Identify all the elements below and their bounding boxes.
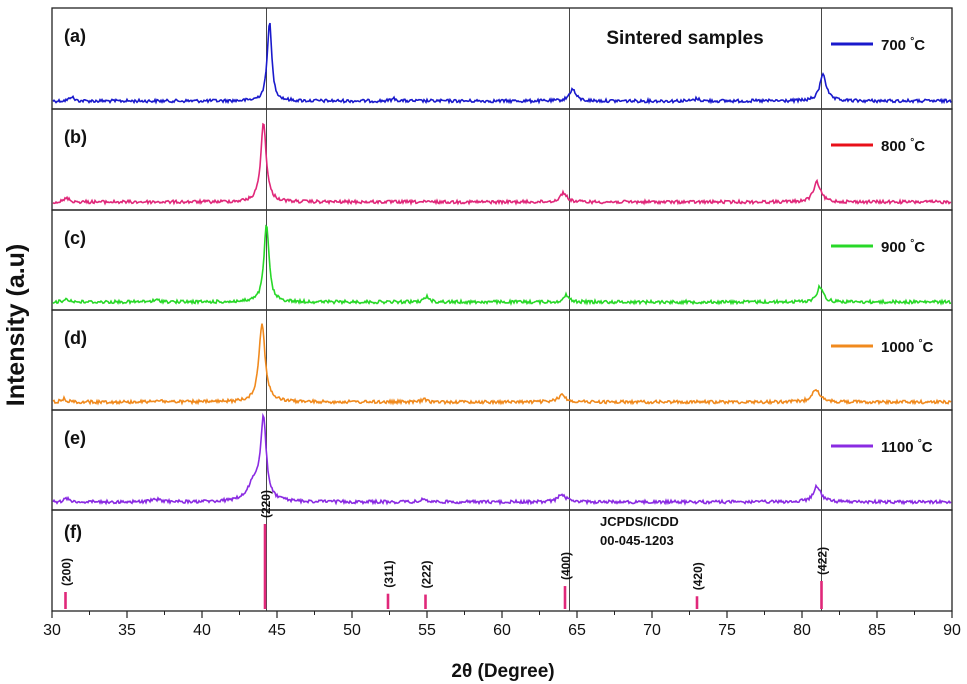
legend-unit-a: C (914, 37, 925, 54)
reference-lines (266, 8, 822, 611)
x-tick-label: 75 (718, 622, 736, 639)
legend-unit-c: C (914, 239, 925, 256)
x-tick-label: 70 (643, 622, 661, 639)
x-axis: 30 35 40 45 50 55 60 65 70 75 80 85 90 (43, 611, 961, 639)
reference-hkl-label: (200) (60, 558, 74, 586)
labels: (a) 700 °C(b) 800 °C(c) 900 °C(d) 1000 °C(e)… (60, 26, 934, 590)
panel-label-a: (a) (64, 26, 86, 46)
pattern-curve-b (52, 122, 952, 206)
y-axis-label: Intensity (a.u) (2, 244, 30, 407)
reference-title-line2: 00-045-1203 (600, 533, 674, 548)
legend-temp-d: 1000 (881, 339, 919, 356)
panel-frame (51, 7, 953, 110)
legend-label-d: 1000 °C (881, 338, 934, 356)
legend-label-c: 900 °C (881, 238, 925, 256)
pattern-curve-e (52, 412, 952, 506)
panel-label-b: (b) (64, 127, 87, 147)
panel-label-c: (c) (64, 228, 86, 248)
pattern-curves (52, 22, 952, 609)
x-tick-label: 60 (493, 622, 511, 639)
legend-temp-a: 700 (881, 37, 910, 54)
panel-label-f: (f) (64, 522, 82, 542)
legend-degree-e: ° (918, 438, 922, 449)
reference-hkl-label: (222) (420, 561, 434, 589)
x-tick-label: 30 (43, 622, 61, 639)
legend-temp-c: 900 (881, 239, 910, 256)
reference-hkl-label: (422) (816, 547, 830, 575)
legend-unit-e: C (922, 439, 933, 456)
pattern-curve-c (52, 224, 952, 306)
reference-hkl-label: (400) (559, 552, 573, 580)
legend-degree-b: ° (910, 137, 914, 148)
reference-hkl-label: (311) (382, 560, 396, 587)
x-tick-label: 35 (118, 622, 136, 639)
x-tick-label: 65 (568, 622, 586, 639)
x-tick-label: 90 (943, 622, 961, 639)
reference-title-line1: JCPDS/ICDD (600, 514, 679, 529)
legend-degree-a: ° (910, 36, 914, 47)
legend-label-e: 1100 °C (881, 438, 933, 456)
legend-degree-d: ° (919, 338, 923, 349)
x-tick-label: 50 (343, 622, 361, 639)
legend-temp-e: 1100 (881, 439, 918, 456)
panel-label-d: (d) (64, 328, 87, 348)
panel-frame (51, 409, 953, 511)
reference-hkl-label: (220) (259, 490, 273, 518)
panel-frame (51, 108, 953, 211)
pattern-curve-d (52, 323, 952, 406)
x-axis-label: 2θ (Degree) (451, 661, 554, 682)
legend-unit-b: C (914, 138, 925, 155)
pattern-curve-a (52, 22, 952, 105)
x-tick-label: 45 (268, 622, 286, 639)
legend-label-b: 800 °C (881, 137, 925, 155)
legend-label-a: 700 °C (881, 36, 925, 54)
chart-title: Sintered samples (606, 28, 763, 49)
x-tick-label: 80 (793, 622, 811, 639)
x-tick-label: 85 (868, 622, 886, 639)
reference-hkl-label: (420) (691, 562, 705, 590)
legend-unit-d: C (923, 339, 934, 356)
panels (51, 7, 953, 612)
x-tick-label: 40 (193, 622, 211, 639)
legend-temp-b: 800 (881, 138, 910, 155)
panel-label-e: (e) (64, 428, 86, 448)
panel-frame (51, 309, 953, 411)
legend-degree-c: ° (910, 238, 914, 249)
x-tick-label: 55 (418, 622, 436, 639)
